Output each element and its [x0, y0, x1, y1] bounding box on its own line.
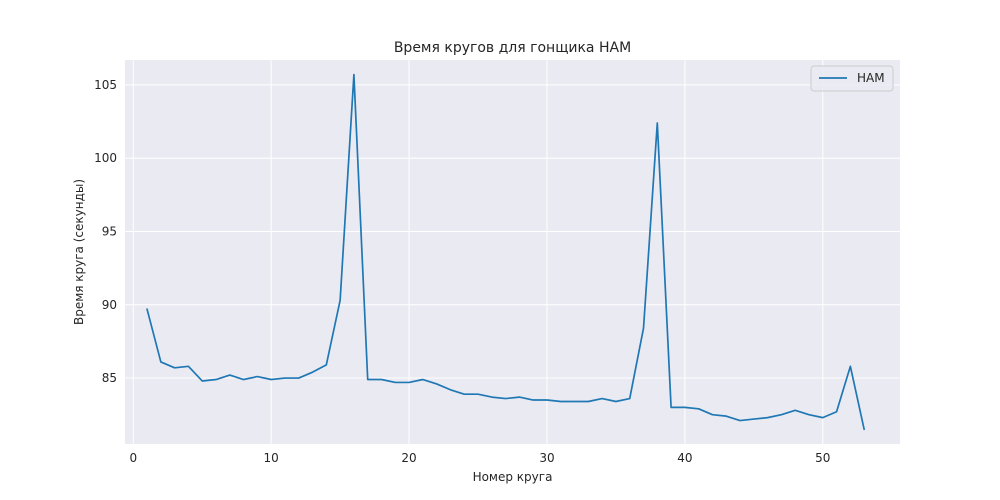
y-axis-ticks: 85 90 95 100 105: [94, 78, 117, 385]
chart-title: Время кругов для гонщика HAM: [394, 40, 631, 56]
series-line-ham: [146, 73, 866, 431]
plot-area: [125, 60, 900, 444]
legend-label-ham: HAM: [857, 71, 885, 85]
y-tick-label: 95: [102, 224, 117, 238]
x-tick-label: 50: [815, 451, 830, 465]
x-tick-label: 10: [264, 451, 279, 465]
x-axis-ticks: 0 10 20 30 40 50: [129, 451, 830, 465]
x-tick-label: 40: [677, 451, 692, 465]
y-tick-label: 85: [102, 371, 117, 385]
y-tick-label: 105: [94, 78, 117, 92]
y-axis-label: Время круга (секунды): [72, 179, 86, 325]
x-tick-label: 0: [129, 451, 137, 465]
y-tick-label: 100: [94, 151, 117, 165]
x-tick-label: 30: [539, 451, 554, 465]
x-tick-label: 20: [401, 451, 416, 465]
legend: HAM: [810, 65, 894, 92]
series-layer: [146, 73, 866, 431]
x-axis-label: Номер круга: [473, 470, 553, 484]
y-tick-label: 90: [102, 298, 117, 312]
legend-box: [810, 65, 894, 92]
